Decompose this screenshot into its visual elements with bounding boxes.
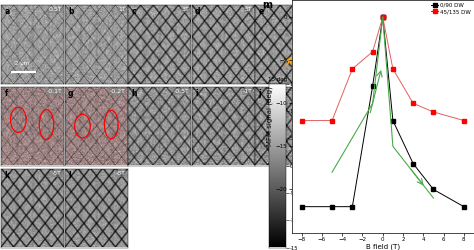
Text: 1T: 1T	[118, 7, 126, 12]
Text: k: k	[5, 171, 9, 180]
X-axis label: B field (T): B field (T)	[366, 243, 400, 250]
Text: 15 deg: 15 deg	[268, 77, 287, 82]
Text: -3T: -3T	[306, 89, 316, 94]
Text: 8T: 8T	[309, 7, 316, 12]
Text: -0.2T: -0.2T	[109, 89, 126, 94]
Text: -5T: -5T	[52, 171, 62, 176]
Text: -1T: -1T	[243, 89, 253, 94]
Text: g: g	[68, 89, 73, 98]
Text: j: j	[259, 89, 261, 98]
Text: -8T: -8T	[116, 171, 126, 176]
Text: 2 μm: 2 μm	[15, 62, 29, 66]
Text: -0.5T: -0.5T	[173, 89, 189, 94]
Y-axis label: MFM signal (deg): MFM signal (deg)	[266, 86, 273, 146]
Text: d: d	[195, 7, 201, 16]
Text: i: i	[195, 89, 198, 98]
Text: h: h	[132, 89, 137, 98]
Legend: 0/90 DW, 45/135 DW: 0/90 DW, 45/135 DW	[431, 3, 471, 14]
Text: e: e	[259, 7, 264, 16]
Text: -0.1T: -0.1T	[46, 89, 62, 94]
Text: l: l	[68, 171, 71, 180]
Text: c: c	[132, 7, 136, 16]
Text: 3T: 3T	[181, 7, 189, 12]
Text: 5T: 5T	[245, 7, 253, 12]
Text: a: a	[5, 7, 10, 16]
Text: f: f	[5, 89, 8, 98]
Text: b: b	[68, 7, 73, 16]
Text: m: m	[262, 0, 272, 10]
Text: 0.5T: 0.5T	[48, 7, 62, 12]
